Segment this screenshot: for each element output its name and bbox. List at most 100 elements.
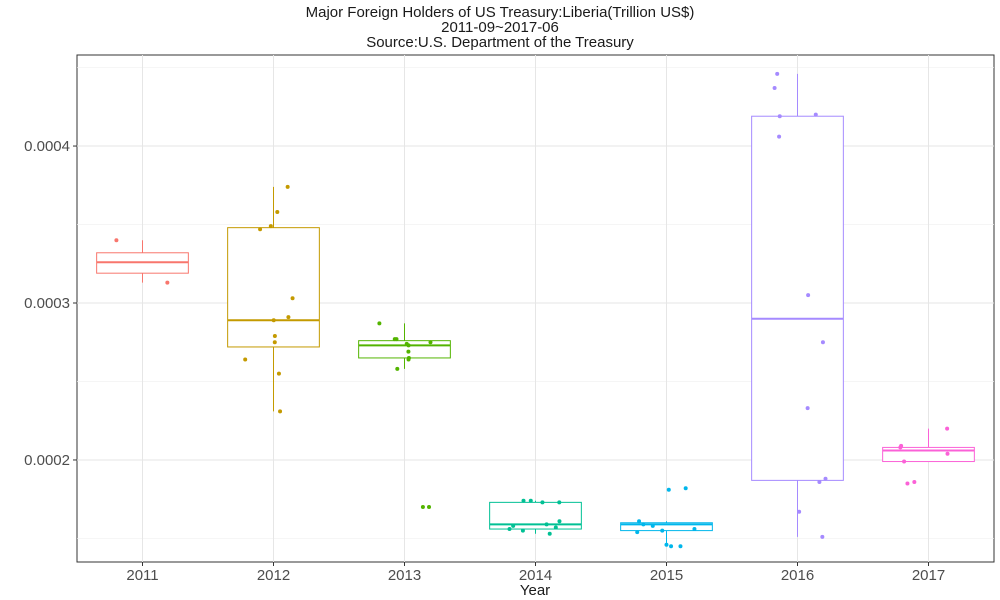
data-point (540, 500, 545, 505)
data-point (272, 340, 277, 345)
data-point (377, 321, 382, 326)
data-point (428, 340, 433, 345)
points-2016 (772, 71, 828, 539)
data-point (268, 224, 273, 229)
data-point (669, 544, 674, 549)
data-point (547, 531, 552, 536)
chart-source: Source:U.S. Department of the Treasury (366, 34, 634, 51)
y-tick-label: 0.0002 (24, 452, 70, 469)
y-tick-label: 0.0003 (24, 295, 70, 312)
data-point (544, 522, 549, 527)
points-2011 (114, 238, 170, 285)
data-point (557, 519, 562, 524)
box-iqr (751, 115, 844, 481)
data-point (797, 509, 802, 514)
box-2011 (96, 240, 189, 283)
x-tick-label: 2012 (257, 567, 290, 584)
x-axis-title: Year (520, 582, 550, 599)
data-point (820, 340, 825, 345)
points-2013 (377, 321, 433, 510)
box-iqr (358, 340, 451, 359)
box-iqr (882, 446, 975, 463)
data-point (692, 527, 697, 532)
box-iqr (620, 522, 713, 532)
box-iqr (227, 227, 320, 348)
points-2012 (243, 184, 295, 414)
data-point (898, 445, 903, 450)
y-tick-label: 0.0004 (24, 138, 70, 155)
data-point (557, 500, 562, 505)
data-point (683, 486, 688, 491)
data-point (641, 522, 646, 527)
data-point (420, 505, 425, 510)
data-point (165, 280, 170, 285)
points-2017 (898, 426, 950, 486)
data-point (805, 406, 810, 411)
data-point (406, 343, 411, 348)
data-point (511, 523, 516, 528)
data-point (427, 505, 432, 510)
data-point (777, 134, 782, 139)
data-point (520, 528, 525, 533)
data-point (276, 371, 281, 376)
data-point (395, 366, 400, 371)
box-2014 (489, 500, 582, 534)
data-point (817, 479, 822, 484)
data-point (528, 498, 533, 503)
data-point (813, 112, 818, 117)
data-point (666, 487, 671, 492)
data-point (905, 481, 910, 486)
data-point (902, 459, 907, 464)
data-point (290, 296, 295, 301)
data-point (258, 227, 263, 232)
data-point (278, 409, 283, 414)
data-point (637, 519, 642, 524)
x-tick-label: 2014 (519, 567, 552, 584)
chart-subtitle: 2011-09~2017-06 (441, 19, 559, 36)
axes: 0.0002 0.0003 0.0004 2011 2012 2013 2014 2015 20… (24, 138, 945, 584)
data-point (678, 544, 683, 549)
data-point (406, 349, 411, 354)
data-point (275, 209, 280, 214)
chart-title: Major Foreign Holders of US Treasury:Lib… (305, 4, 695, 21)
data-point (806, 293, 811, 298)
x-tick-label: 2017 (912, 567, 945, 584)
data-point (392, 337, 397, 342)
box-2017 (882, 428, 975, 463)
data-point (912, 479, 917, 484)
data-point (945, 426, 950, 431)
x-tick-label: 2011 (126, 567, 158, 584)
x-tick-label: 2013 (388, 567, 421, 584)
x-tick-label: 2016 (781, 567, 814, 584)
data-point (777, 114, 782, 119)
data-point (772, 85, 777, 90)
data-point (272, 333, 277, 338)
data-point (286, 315, 291, 320)
data-point (285, 184, 290, 189)
data-point (507, 527, 512, 532)
data-point (650, 523, 655, 528)
data-point (820, 534, 825, 539)
box-2013 (358, 323, 451, 369)
points-2014 (507, 498, 562, 536)
data-point (660, 528, 665, 533)
box-2015 (620, 521, 713, 547)
data-point (271, 318, 276, 323)
data-point (553, 525, 558, 530)
data-point (664, 542, 669, 547)
x-tick-label: 2015 (650, 567, 683, 584)
data-point (823, 476, 828, 481)
data-point (945, 451, 950, 456)
jitter-points (114, 71, 950, 549)
data-point (521, 498, 526, 503)
boxes (96, 73, 975, 547)
box-2012 (227, 186, 320, 412)
box-2016 (751, 73, 844, 537)
data-point (406, 357, 411, 362)
data-point (635, 530, 640, 535)
data-point (114, 238, 119, 243)
points-2015 (635, 486, 697, 549)
data-point (775, 71, 780, 76)
